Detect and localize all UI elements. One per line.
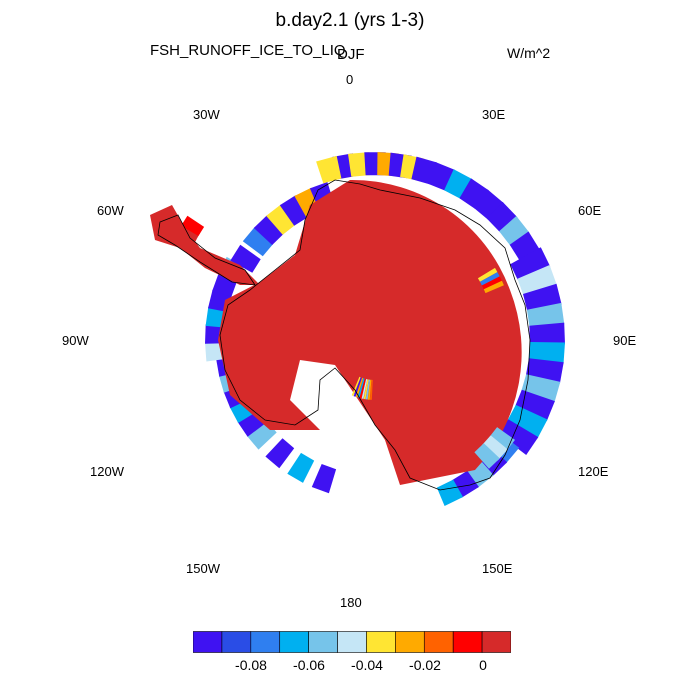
grid-cell	[499, 216, 530, 246]
grid-cell	[444, 169, 473, 199]
colorbar-swatch	[452, 631, 483, 653]
grid-cell	[515, 389, 555, 421]
grid-cell	[348, 152, 370, 177]
colorbar	[193, 631, 511, 653]
grid-cell	[527, 302, 565, 328]
lon-label-90w: 90W	[62, 333, 89, 348]
lon-label-90e: 90E	[613, 333, 637, 348]
grid-cell	[528, 342, 565, 364]
grid-cell	[483, 280, 504, 294]
colorbar-label-1: -0.08	[235, 657, 267, 673]
grid-cell	[361, 379, 368, 399]
lon-label-60w: 60W	[97, 203, 124, 218]
grid-cell	[363, 379, 369, 400]
season-label: DJF	[337, 46, 365, 63]
interior-cells-layer	[351, 267, 515, 469]
grid-cell	[355, 377, 364, 398]
colorbar-label-4: -0.02	[409, 657, 441, 673]
grid-cell	[367, 379, 372, 400]
lon-label-150w: 150W	[186, 561, 220, 576]
grid-cell	[359, 378, 366, 399]
colorbar-swatch	[193, 631, 223, 653]
grid-cell	[316, 155, 342, 184]
lon-label-30w: 30W	[193, 107, 220, 122]
colorbar-swatch	[481, 631, 511, 653]
grid-cell	[481, 276, 502, 290]
grid-cell	[529, 322, 565, 345]
grid-cell	[351, 376, 361, 396]
grid-cell	[311, 464, 337, 494]
coastline	[157, 179, 531, 491]
lon-label-120e: 120E	[578, 464, 609, 479]
colorbar-label-2: -0.06	[293, 657, 325, 673]
colorbar-swatch	[221, 631, 252, 653]
lon-label-60e: 60E	[578, 203, 602, 218]
antarctica-interior	[218, 179, 522, 485]
lon-label-0: 0	[346, 72, 354, 87]
colorbar-swatch	[279, 631, 309, 653]
grid-cell	[242, 226, 273, 257]
grid-cell	[266, 204, 296, 235]
colorbar-label-3: -0.04	[351, 657, 383, 673]
lon-label-120w: 120W	[90, 464, 124, 479]
colorbar-swatch	[395, 631, 425, 653]
grid-cell	[510, 247, 551, 281]
colorbar-label-5: 0	[479, 657, 487, 673]
grid-cell	[480, 272, 500, 286]
grid-cell	[521, 374, 561, 403]
lon-label-30e: 30E	[482, 107, 506, 122]
grid-cell	[473, 189, 504, 220]
colorbar-swatch	[250, 631, 281, 653]
grid-cell	[507, 404, 548, 439]
colorbar-swatch	[366, 631, 396, 653]
lon-label-150e: 150E	[482, 561, 513, 576]
grid-cell	[498, 419, 539, 455]
grid-cell	[436, 479, 463, 506]
colorbar-swatch	[308, 631, 338, 653]
grid-cell	[369, 379, 373, 400]
grid-cell	[253, 215, 284, 245]
grid-cell	[477, 267, 498, 282]
grid-cell	[487, 201, 518, 233]
grid-cell	[357, 378, 365, 398]
grid-cell	[474, 443, 500, 469]
grid-cell	[489, 427, 515, 452]
grid-cell	[287, 452, 315, 483]
grid-cell	[459, 178, 489, 209]
grid-cell	[482, 435, 508, 461]
colorbar-swatch	[423, 631, 454, 653]
grid-cell	[279, 195, 308, 226]
lon-label-180: 180	[340, 595, 362, 610]
units-label: W/m^2	[507, 45, 551, 61]
antarctic-peninsula	[150, 205, 260, 285]
colorbar-swatch	[337, 631, 367, 653]
grid-cell	[265, 438, 295, 469]
grid-cell	[523, 283, 562, 312]
variable-name: FSH_RUNOFF_ICE_TO_LIQ	[150, 42, 346, 59]
grid-cell	[230, 244, 261, 273]
grid-cell	[181, 215, 205, 236]
plot-title: b.day2.1 (yrs 1-3)	[275, 10, 425, 31]
grid-cell	[365, 379, 371, 400]
